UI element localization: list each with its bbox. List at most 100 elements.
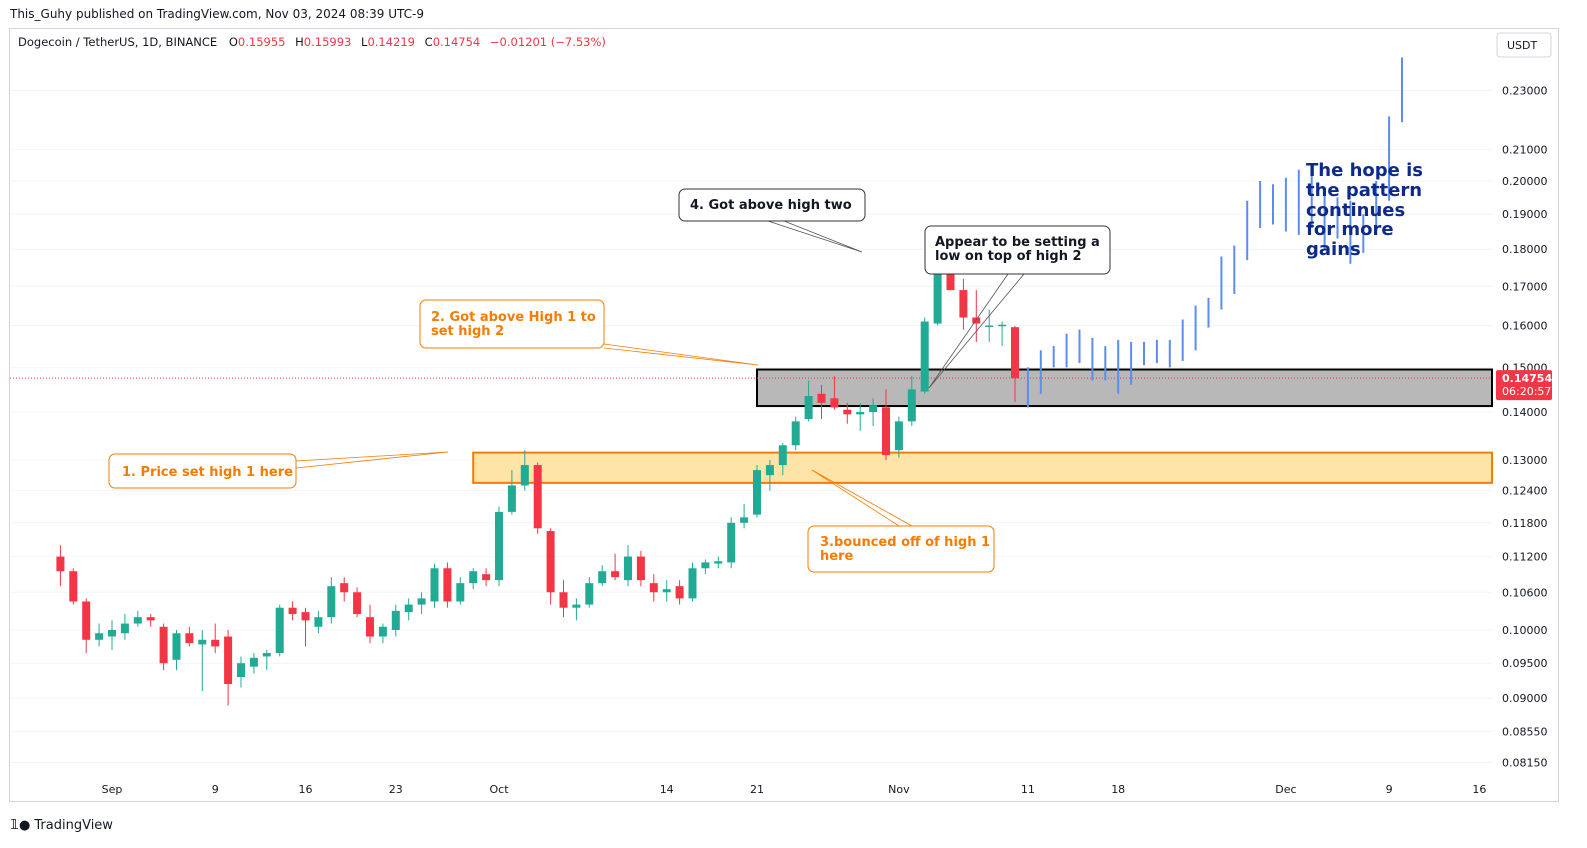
candle[interactable] — [727, 517, 736, 569]
candle[interactable] — [146, 614, 155, 627]
note4-box[interactable] — [678, 188, 866, 222]
candle[interactable] — [443, 562, 452, 608]
candle[interactable] — [159, 623, 168, 671]
price-scale[interactable]: 0.23000 0.21000 0.20000 0.19000 0.18000 0.170… — [1502, 84, 1548, 769]
candle[interactable] — [507, 470, 516, 515]
candle[interactable] — [198, 630, 207, 692]
candle[interactable] — [572, 598, 581, 621]
candle[interactable] — [1011, 325, 1019, 402]
candle[interactable] — [817, 384, 826, 420]
candle[interactable] — [701, 559, 710, 575]
candle[interactable] — [649, 574, 658, 602]
candle[interactable] — [353, 587, 362, 618]
candle[interactable] — [224, 630, 233, 706]
candle[interactable] — [985, 309, 994, 342]
high-2-zone[interactable] — [756, 368, 1493, 408]
annotations-layer[interactable]: 1. Price set high 1 here 2. Got above Hi… — [108, 160, 1423, 573]
candle[interactable] — [133, 610, 142, 627]
candle[interactable] — [843, 402, 852, 424]
candle[interactable] — [237, 656, 245, 688]
candle[interactable] — [585, 577, 594, 608]
currency-button[interactable] — [1496, 32, 1552, 58]
candle[interactable] — [675, 580, 684, 605]
candle-body — [314, 617, 323, 627]
candle[interactable] — [249, 653, 258, 674]
candle[interactable] — [765, 460, 774, 491]
candle[interactable] — [495, 506, 503, 587]
candle[interactable] — [559, 580, 568, 618]
candle[interactable] — [275, 604, 284, 657]
candle[interactable] — [404, 598, 413, 621]
candle[interactable] — [366, 604, 374, 644]
note3-box[interactable] — [807, 525, 995, 573]
candle[interactable] — [882, 389, 890, 461]
candle[interactable] — [791, 416, 800, 451]
candle[interactable] — [95, 623, 104, 647]
candle[interactable] — [920, 317, 929, 394]
candle[interactable] — [120, 614, 129, 640]
time-scale[interactable]: Sep 9 16 23 Oct 14 21 Nov 11 18 Dec 9 16 — [102, 783, 1487, 796]
candle[interactable] — [972, 290, 981, 342]
candle-body — [108, 630, 116, 637]
candle-body — [843, 409, 852, 415]
candle[interactable] — [185, 626, 194, 647]
hope-line-2: the pattern — [1306, 180, 1422, 201]
high-1-zone[interactable] — [472, 451, 1493, 484]
candle[interactable] — [804, 380, 813, 422]
candle[interactable] — [998, 321, 1007, 347]
candle[interactable] — [546, 528, 555, 605]
candle[interactable] — [611, 553, 620, 581]
candle[interactable] — [636, 550, 645, 587]
candle-body — [443, 568, 452, 602]
candle[interactable] — [907, 376, 916, 427]
candle[interactable] — [778, 442, 787, 476]
candle-body — [120, 623, 129, 634]
candle[interactable] — [869, 398, 878, 427]
note5-box[interactable] — [924, 225, 1111, 275]
candle[interactable] — [520, 450, 529, 491]
candle[interactable] — [533, 462, 542, 534]
hope-line-1: The hope is — [1306, 160, 1423, 181]
time-tick-label: 14 — [660, 783, 674, 796]
candle[interactable] — [391, 604, 400, 637]
candle[interactable] — [108, 620, 116, 650]
candle[interactable] — [456, 577, 465, 605]
candle[interactable] — [314, 610, 323, 634]
candle[interactable] — [262, 649, 271, 671]
candle[interactable] — [430, 563, 439, 608]
candle[interactable] — [417, 592, 426, 615]
candle[interactable] — [714, 556, 723, 569]
candle[interactable] — [288, 601, 297, 621]
candle[interactable] — [598, 565, 607, 587]
note1-box[interactable] — [108, 453, 297, 489]
candle[interactable] — [959, 278, 968, 330]
tradingview-brand[interactable]: 𝟙● TradingView — [10, 818, 113, 833]
candle[interactable] — [327, 577, 336, 624]
candle[interactable] — [482, 568, 491, 587]
candle[interactable] — [172, 630, 181, 671]
candle-body — [159, 626, 168, 664]
candle[interactable] — [69, 568, 78, 605]
candle[interactable] — [82, 598, 91, 654]
candle[interactable] — [301, 607, 310, 647]
chart-frame[interactable] — [9, 28, 1559, 802]
candle[interactable] — [856, 402, 865, 431]
footer: 𝟙● TradingView — [0, 810, 1587, 848]
candle-body — [727, 522, 736, 563]
candle[interactable] — [211, 623, 220, 654]
candle[interactable] — [688, 562, 697, 602]
candle[interactable] — [56, 545, 65, 587]
candle[interactable] — [340, 577, 349, 602]
candle[interactable] — [753, 465, 761, 518]
candle[interactable] — [624, 545, 632, 587]
candle[interactable] — [378, 623, 387, 644]
candle[interactable] — [740, 503, 749, 529]
candle[interactable] — [662, 580, 671, 602]
candle[interactable] — [469, 568, 478, 590]
note2-box[interactable] — [419, 299, 605, 349]
candle-body — [714, 561, 723, 564]
candle-body — [959, 290, 968, 318]
candle[interactable] — [830, 376, 839, 410]
candle[interactable] — [894, 416, 903, 458]
